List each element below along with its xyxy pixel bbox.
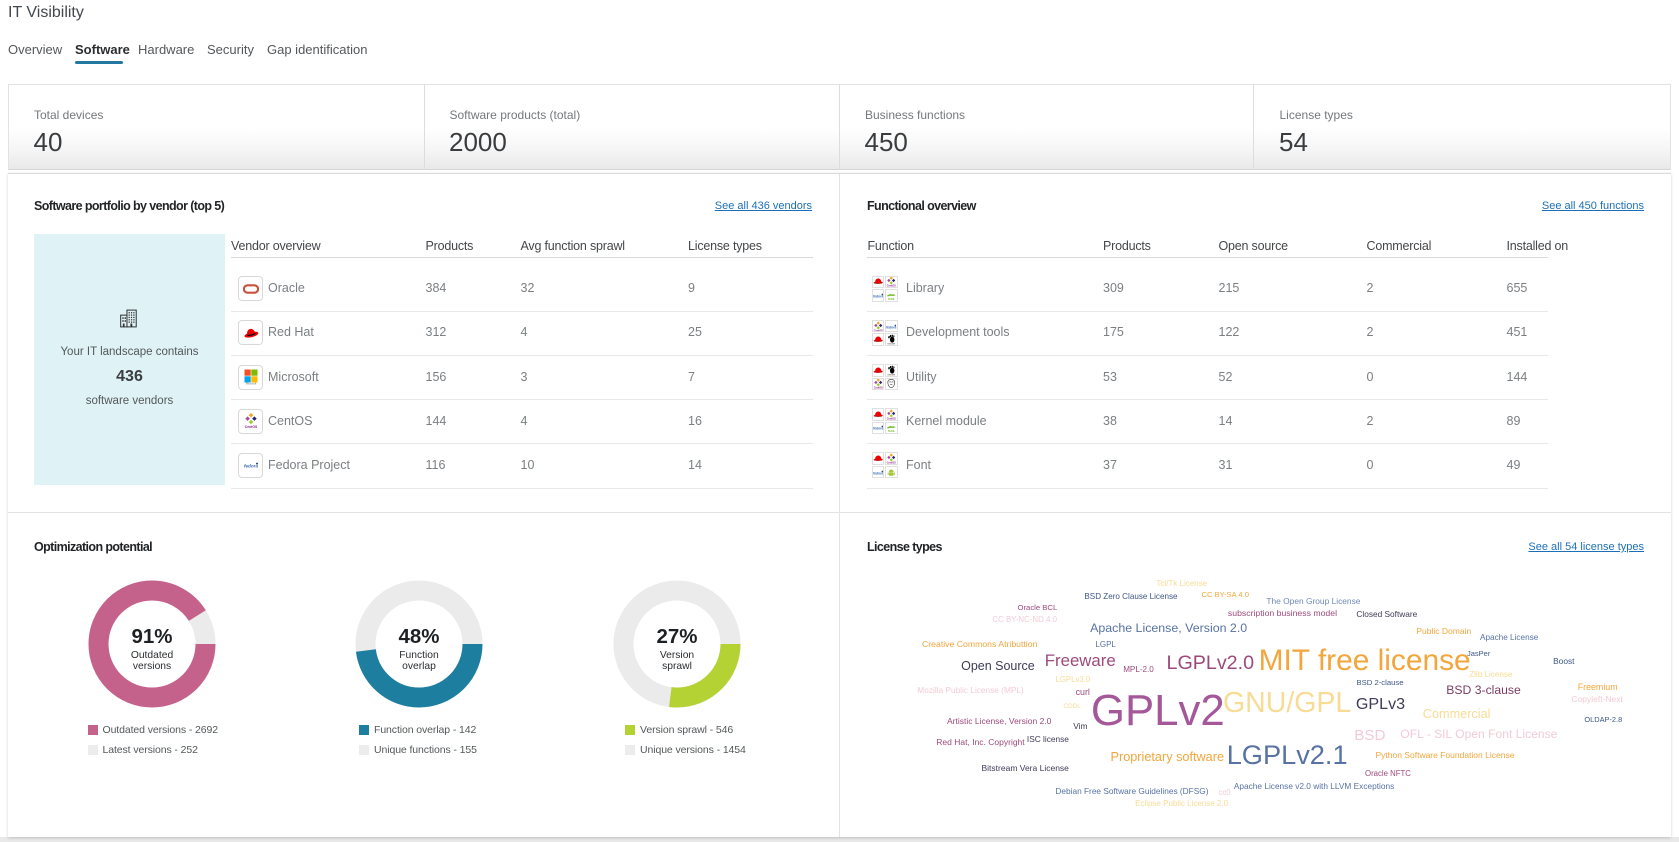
svg-text:fedora: fedora	[243, 464, 257, 469]
svg-text:CentOS: CentOS	[873, 329, 882, 332]
svg-text:SUSE: SUSE	[888, 430, 895, 433]
svg-text:Microsoft: Microsoft	[245, 382, 256, 385]
svg-text:CentOS: CentOS	[887, 285, 896, 288]
svg-text:CentOS: CentOS	[873, 387, 882, 390]
svg-text:fedora: fedora	[886, 325, 896, 329]
svg-text:fedora: fedora	[873, 471, 883, 475]
svg-text:GNOME: GNOME	[887, 343, 896, 345]
svg-text:fedora: fedora	[873, 294, 883, 298]
svg-text:CentOS: CentOS	[887, 417, 896, 420]
svg-text:CentOS: CentOS	[244, 425, 257, 429]
svg-text:SUSE: SUSE	[888, 298, 895, 301]
svg-text:CentOS: CentOS	[887, 461, 896, 464]
svg-text:GNOME: GNOME	[887, 374, 896, 376]
svg-text:fedora: fedora	[873, 427, 883, 431]
